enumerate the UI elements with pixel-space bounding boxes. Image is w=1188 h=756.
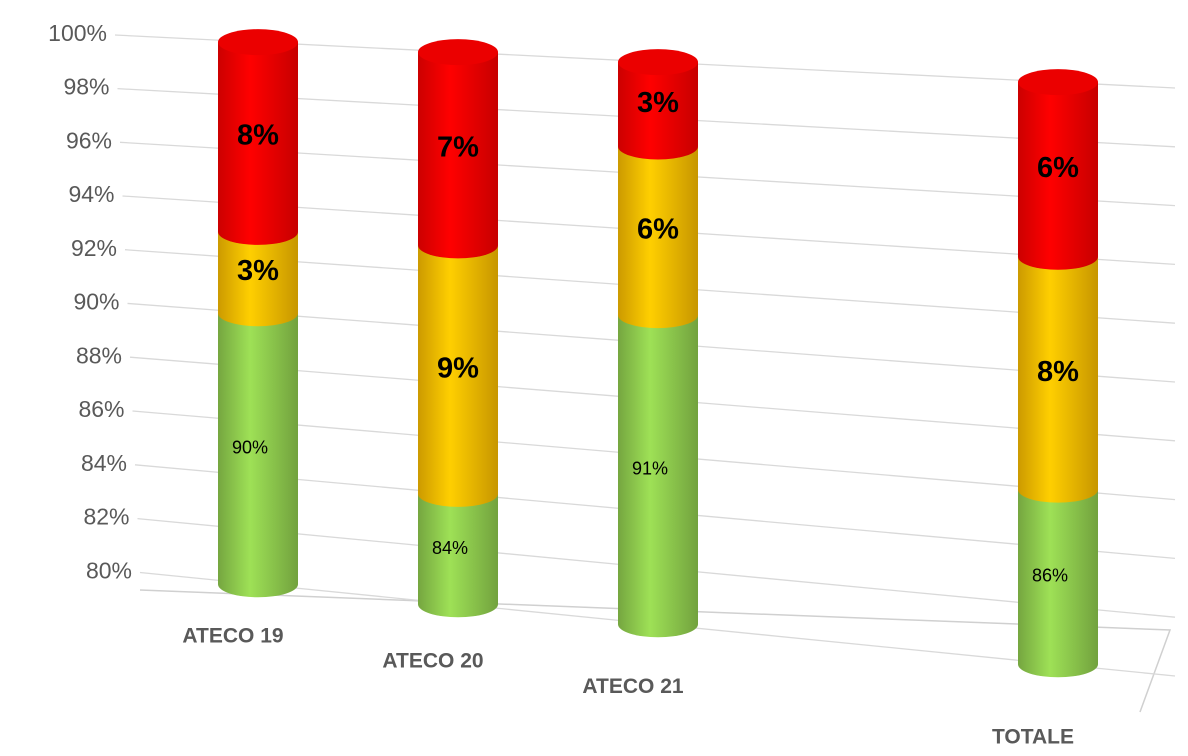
data-label: 8%	[1037, 356, 1079, 388]
bar	[618, 315, 698, 625]
y-tick-label: 86%	[78, 396, 124, 422]
bar	[218, 313, 298, 585]
cylinder-top	[618, 49, 698, 76]
cylinder-top	[418, 39, 498, 66]
y-tick-label: 98%	[63, 74, 109, 100]
bar	[418, 493, 498, 605]
bar	[418, 52, 498, 246]
bar	[1018, 489, 1098, 665]
data-label: 3%	[637, 87, 679, 119]
cylinder-top	[218, 29, 298, 56]
y-tick-label: 96%	[66, 127, 112, 153]
x-tick-label: TOTALE	[992, 725, 1074, 748]
y-tick-label: 94%	[68, 181, 114, 207]
data-label: 90%	[232, 438, 268, 458]
data-label: 9%	[437, 352, 479, 384]
y-tick-label: 84%	[81, 450, 127, 476]
x-tick-label: ATECO 19	[182, 625, 283, 648]
y-tick-label: 92%	[71, 235, 117, 261]
data-label: 7%	[437, 131, 479, 163]
bar	[218, 231, 298, 314]
bar	[218, 42, 298, 232]
y-tick-label: 80%	[86, 558, 132, 584]
y-tick-label: 90%	[73, 289, 119, 315]
data-label: 8%	[237, 120, 279, 152]
y-tick-label: 82%	[83, 504, 129, 530]
y-tick-label: 88%	[76, 342, 122, 368]
data-label: 6%	[637, 213, 679, 245]
bar	[618, 146, 698, 316]
data-label: 6%	[1037, 152, 1079, 184]
x-tick-label: ATECO 21	[582, 675, 683, 698]
cylinder-top	[1018, 69, 1098, 96]
x-tick-label: ATECO 20	[382, 650, 483, 673]
data-label: 84%	[432, 538, 468, 558]
bar	[1018, 82, 1098, 257]
data-label: 3%	[237, 255, 279, 287]
bar	[418, 245, 498, 494]
data-label: 86%	[1032, 566, 1068, 586]
bar	[618, 62, 698, 147]
y-tick-label: 100%	[48, 20, 107, 46]
data-label: 91%	[632, 458, 668, 478]
bar	[1018, 256, 1098, 490]
